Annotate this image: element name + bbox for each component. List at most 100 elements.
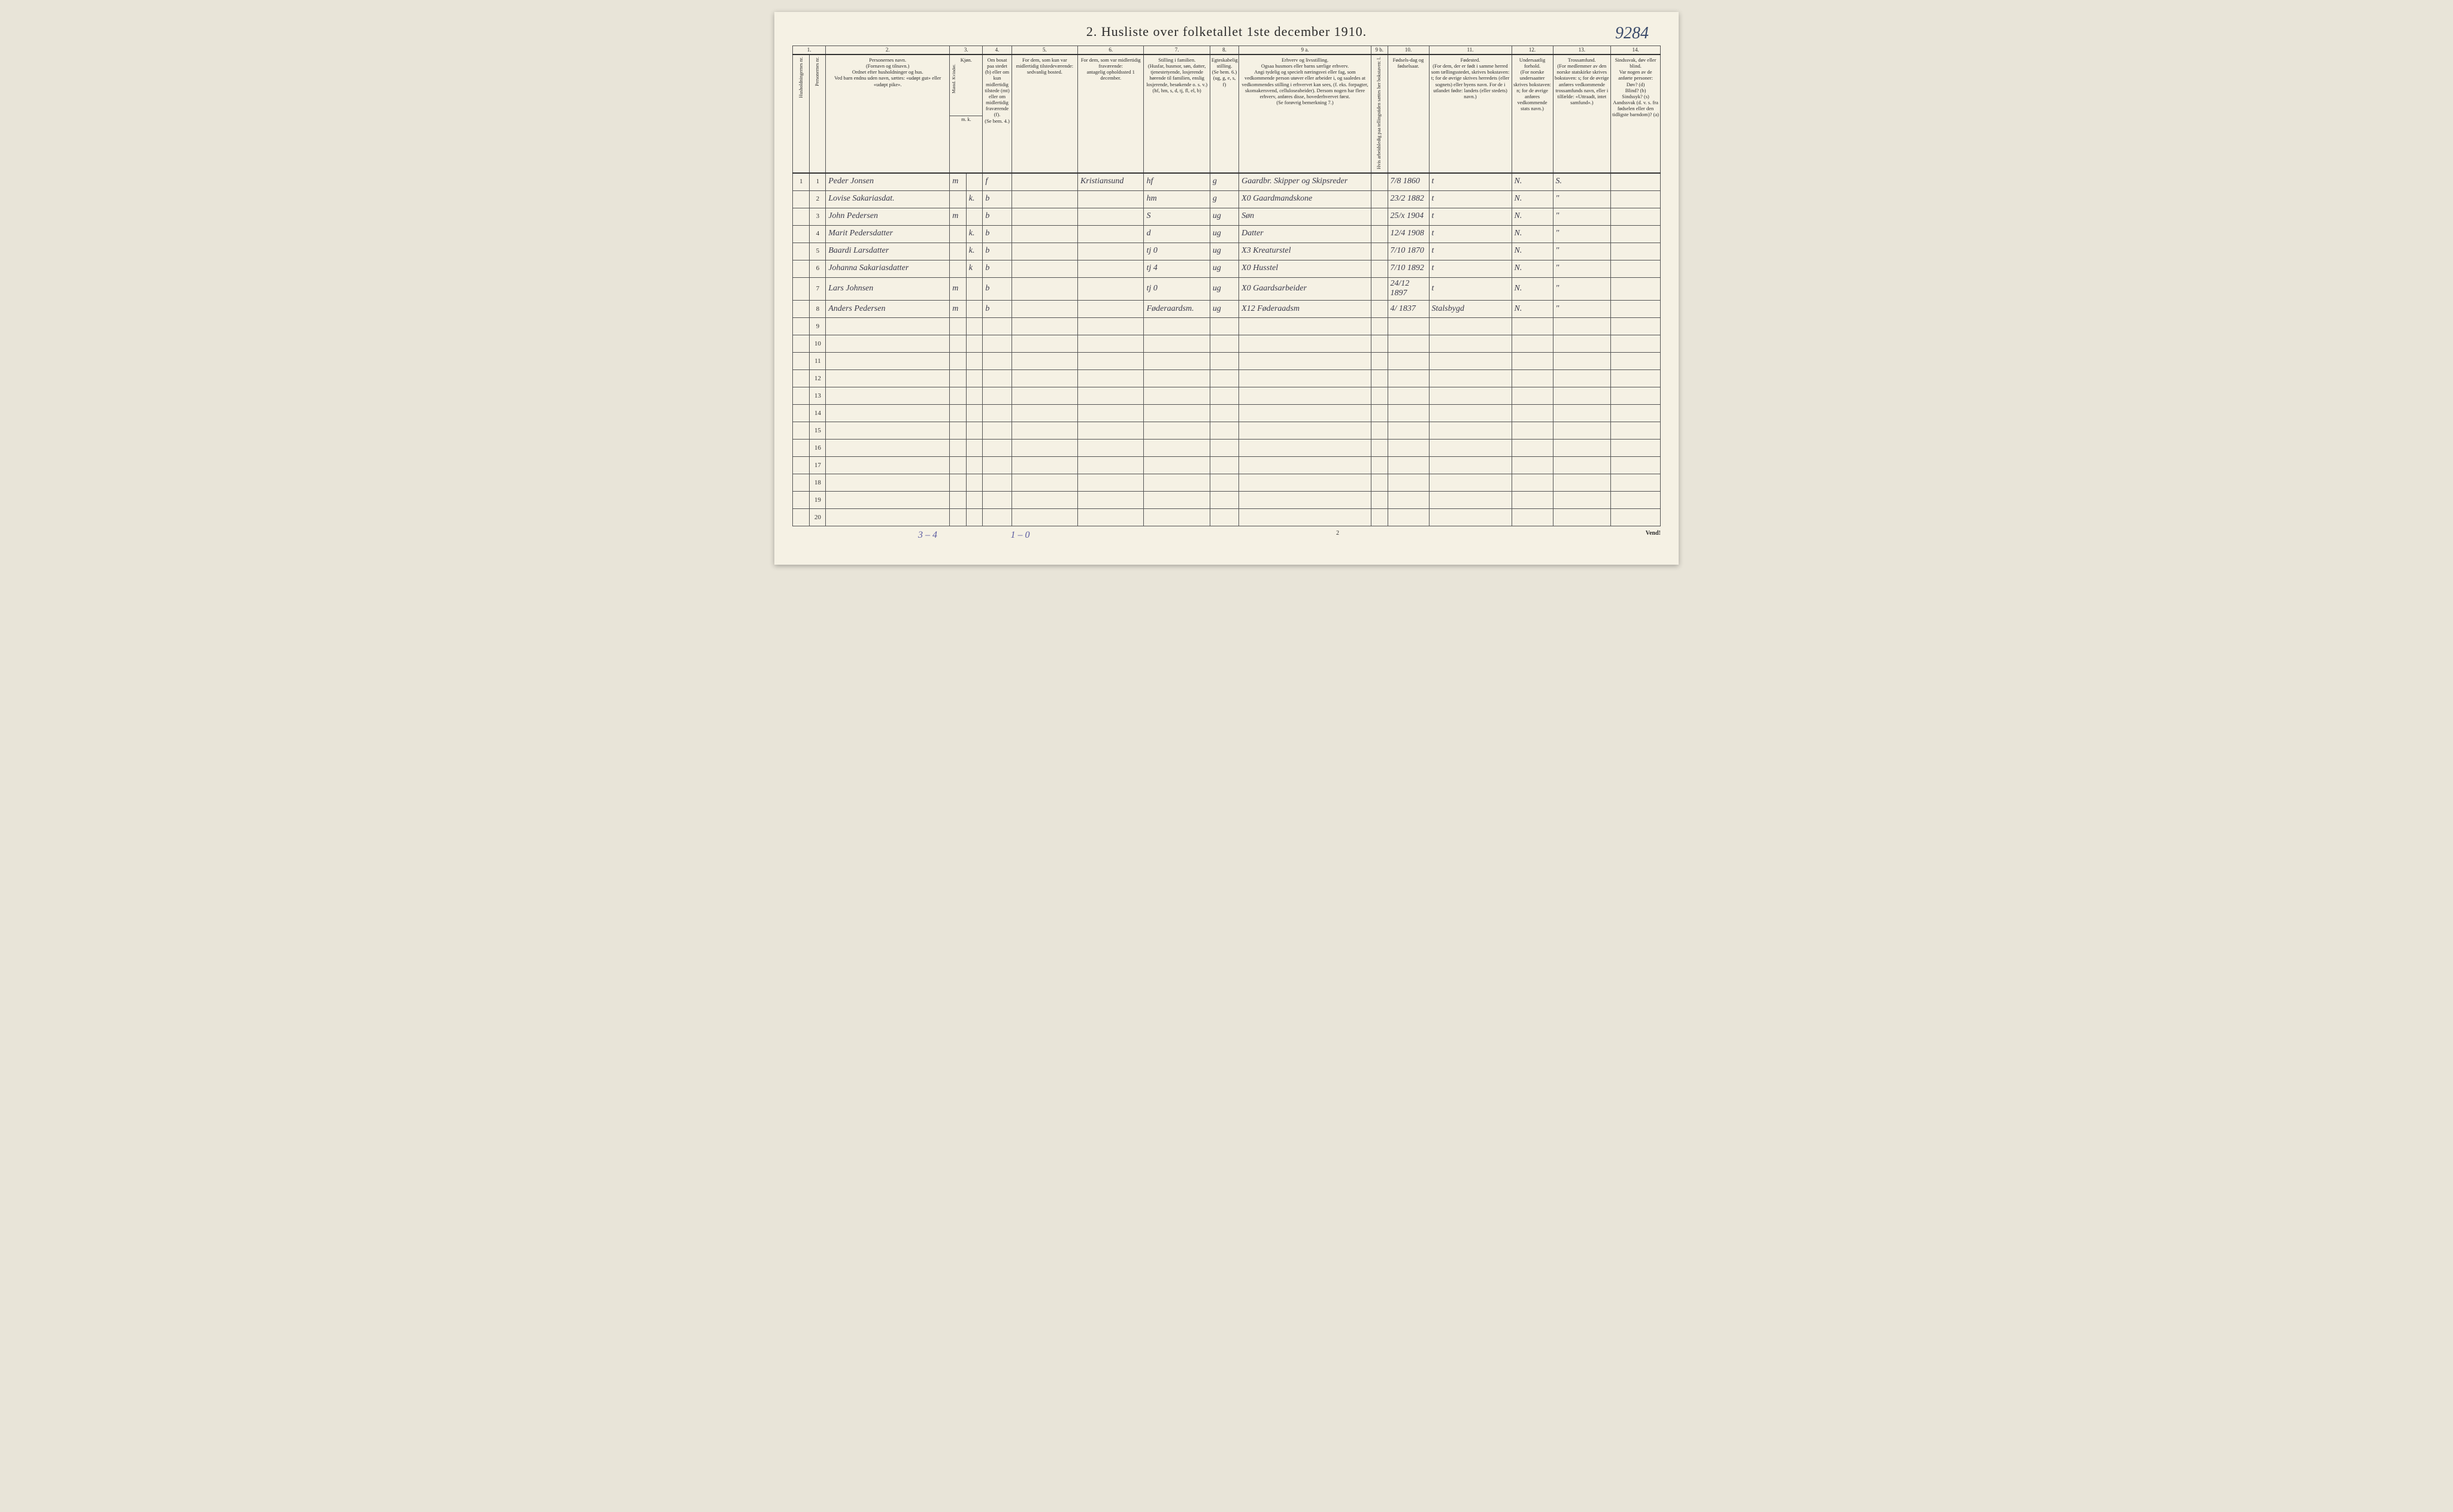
cell-bosat: b xyxy=(983,243,1012,260)
cell-sedv xyxy=(1012,405,1077,422)
cell-fodsel: 7/8 1860 xyxy=(1388,173,1429,191)
cell-erhverv: X0 Husstel xyxy=(1239,260,1371,277)
cell-pnr: 11 xyxy=(809,353,826,370)
cell-bosat: b xyxy=(983,190,1012,208)
cell-navn xyxy=(826,387,950,405)
cell-l xyxy=(1371,422,1388,440)
cell-tros xyxy=(1553,422,1611,440)
cell-sedv xyxy=(1012,277,1077,301)
table-row: 14 xyxy=(793,405,1661,422)
table-row: 8Anders PedersenmbFøderaardsm.ugX12 Føde… xyxy=(793,301,1661,318)
cell-erhverv: X0 Gaardmandskone xyxy=(1239,190,1371,208)
cell-navn xyxy=(826,457,950,474)
cell-hnr xyxy=(793,190,810,208)
cell-stilling xyxy=(1144,422,1210,440)
colnum-5: 5. xyxy=(1012,46,1077,54)
cell-bosat: b xyxy=(983,301,1012,318)
cell-fodested: t xyxy=(1429,260,1512,277)
cell-egt: ug xyxy=(1210,225,1238,243)
cell-l xyxy=(1371,474,1388,492)
cell-sedv xyxy=(1012,243,1077,260)
cell-stilling xyxy=(1144,440,1210,457)
cell-sind xyxy=(1611,260,1661,277)
cell-sedv xyxy=(1012,422,1077,440)
cell-bosat: b xyxy=(983,277,1012,301)
cell-sedv xyxy=(1012,492,1077,509)
cell-tros xyxy=(1553,474,1611,492)
cell-erhverv xyxy=(1239,387,1371,405)
table-row: 10 xyxy=(793,335,1661,353)
cell-sind xyxy=(1611,509,1661,526)
cell-fodested xyxy=(1429,370,1512,387)
cell-l xyxy=(1371,318,1388,335)
cell-under xyxy=(1512,492,1553,509)
cell-hnr xyxy=(793,387,810,405)
cell-l xyxy=(1371,457,1388,474)
cell-hnr xyxy=(793,225,810,243)
table-row: 9 xyxy=(793,318,1661,335)
cell-k xyxy=(966,474,983,492)
cell-l xyxy=(1371,353,1388,370)
cell-under: N. xyxy=(1512,301,1553,318)
cell-pnr: 16 xyxy=(809,440,826,457)
cell-sind xyxy=(1611,370,1661,387)
cell-tros xyxy=(1553,457,1611,474)
tally-left: 3 – 4 xyxy=(918,530,937,540)
cell-k: k xyxy=(966,260,983,277)
cell-bosat xyxy=(983,422,1012,440)
cell-pnr: 12 xyxy=(809,370,826,387)
cell-fodested xyxy=(1429,509,1512,526)
cell-frav xyxy=(1078,277,1144,301)
cell-bosat xyxy=(983,335,1012,353)
cell-egt xyxy=(1210,440,1238,457)
table-row: 2Lovise Sakariasdat.k.bhmgX0 Gaardmandsk… xyxy=(793,190,1661,208)
cell-under: N. xyxy=(1512,173,1553,191)
cell-bosat xyxy=(983,370,1012,387)
cell-egt xyxy=(1210,405,1238,422)
cell-frav xyxy=(1078,243,1144,260)
cell-navn: Lovise Sakariasdat. xyxy=(826,190,950,208)
cell-fodested xyxy=(1429,474,1512,492)
cell-sedv xyxy=(1012,353,1077,370)
cell-stilling xyxy=(1144,457,1210,474)
cell-fodsel xyxy=(1388,387,1429,405)
cell-stilling xyxy=(1144,492,1210,509)
colnum-8: 8. xyxy=(1210,46,1238,54)
cell-erhverv xyxy=(1239,405,1371,422)
cell-k xyxy=(966,335,983,353)
handwritten-page-number: 9284 xyxy=(1615,24,1649,43)
hdr-egteskab: Egteskabelig stilling. (Se bem. 6.) (ug,… xyxy=(1210,54,1238,173)
cell-pnr: 19 xyxy=(809,492,826,509)
hdr-fravaer: For dem, som var midlertidig fraværende:… xyxy=(1078,54,1144,173)
hdr-stilling: Stilling i familien. (Husfar, husmor, sø… xyxy=(1144,54,1210,173)
table-row: 5Baardi Larsdatterk.btj 0ugX3 Kreaturste… xyxy=(793,243,1661,260)
cell-tros: " xyxy=(1553,301,1611,318)
cell-sind xyxy=(1611,492,1661,509)
cell-pnr: 9 xyxy=(809,318,826,335)
cell-frav xyxy=(1078,353,1144,370)
cell-stilling xyxy=(1144,387,1210,405)
cell-m xyxy=(950,353,967,370)
cell-sind xyxy=(1611,225,1661,243)
cell-under xyxy=(1512,387,1553,405)
cell-pnr: 20 xyxy=(809,509,826,526)
footer-page-number: 2 xyxy=(1030,530,1646,541)
cell-navn xyxy=(826,474,950,492)
cell-erhverv xyxy=(1239,353,1371,370)
cell-sind xyxy=(1611,353,1661,370)
cell-fodsel xyxy=(1388,440,1429,457)
cell-navn xyxy=(826,353,950,370)
cell-egt: g xyxy=(1210,173,1238,191)
cell-navn xyxy=(826,422,950,440)
cell-egt: ug xyxy=(1210,208,1238,225)
table-row: 3John PedersenmbSugSøn25/x 1904tN." xyxy=(793,208,1661,225)
cell-fodested xyxy=(1429,353,1512,370)
colnum-9b: 9 b. xyxy=(1371,46,1388,54)
cell-stilling xyxy=(1144,474,1210,492)
cell-hnr xyxy=(793,422,810,440)
cell-bosat xyxy=(983,405,1012,422)
cell-erhverv xyxy=(1239,335,1371,353)
cell-stilling: Føderaardsm. xyxy=(1144,301,1210,318)
cell-sedv xyxy=(1012,457,1077,474)
census-table: 1. 2. 3. 4. 5. 6. 7. 8. 9 a. 9 b. 10. 11… xyxy=(792,46,1661,526)
